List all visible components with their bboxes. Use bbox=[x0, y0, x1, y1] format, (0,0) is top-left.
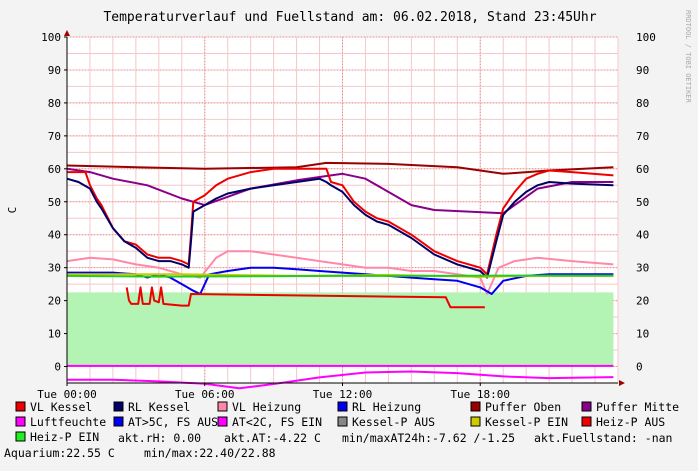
series-line-2 bbox=[66, 167, 614, 215]
legend-label: Kessel-P EIN bbox=[485, 415, 568, 429]
y-tick-label-left: 70 bbox=[48, 130, 61, 143]
legend-label: Luftfeuchte bbox=[30, 415, 106, 429]
watermark: RRDTOOL / TOBI OETIKER bbox=[684, 10, 692, 104]
status-at: akt.AT:-4.22 C bbox=[224, 431, 321, 445]
legend-label: Heiz-P AUS bbox=[596, 415, 665, 429]
y-tick-label-right: 70 bbox=[636, 130, 649, 143]
series-line-9 bbox=[125, 286, 485, 309]
y-tick-label-right: 50 bbox=[636, 196, 649, 209]
legend-swatch bbox=[113, 416, 124, 427]
series-line-3 bbox=[67, 167, 614, 276]
series-line-8 bbox=[66, 274, 614, 278]
status-rh: akt.rH: 0.00 bbox=[118, 431, 201, 445]
legend-label: VL Kessel bbox=[30, 400, 92, 414]
chart-title: Temperaturverlauf und Fuellstand am: 06.… bbox=[103, 10, 596, 25]
y-tick-label-right: 10 bbox=[636, 328, 649, 341]
legend-label: RL Heizung bbox=[352, 400, 421, 414]
legend-swatch bbox=[470, 416, 481, 427]
legend-label: Puffer Oben bbox=[485, 400, 561, 414]
x-axis-arrow bbox=[619, 380, 625, 386]
x-tick-label: Tue 18:00 bbox=[450, 388, 510, 401]
y-tick-label-right: 100 bbox=[636, 31, 656, 44]
series-line-5 bbox=[66, 250, 614, 295]
y-tick-label-left: 60 bbox=[48, 163, 61, 176]
y-tick-label-left: 30 bbox=[48, 262, 61, 275]
legend-swatch bbox=[337, 416, 348, 427]
legend-label: AT>5C, FS AUS bbox=[128, 415, 218, 429]
legend-label: RL Kessel bbox=[128, 400, 190, 414]
series-line-6 bbox=[67, 266, 614, 295]
legend: VL Kessel RL Kessel VL Heizung RL Heizung Pu… bbox=[15, 400, 679, 444]
y-tick-label-left: 100 bbox=[41, 31, 61, 44]
status-fuellstand: akt.Fuellstand: -nan bbox=[534, 431, 672, 445]
x-tick-label: Tue 06:00 bbox=[175, 388, 235, 401]
legend-swatch bbox=[581, 401, 592, 412]
y-tick-label-left: 20 bbox=[48, 295, 61, 308]
legend-swatch bbox=[470, 401, 481, 412]
series-line-4 bbox=[66, 177, 614, 279]
y-tick-label-left: 50 bbox=[48, 196, 61, 209]
x-tick-label: Tue 12:00 bbox=[313, 388, 373, 401]
series-line-11 bbox=[67, 370, 614, 390]
y-tick-label-left: 10 bbox=[48, 328, 61, 341]
y-axis-arrow bbox=[64, 30, 70, 36]
legend-swatch bbox=[15, 401, 26, 412]
y-tick-label-right: 60 bbox=[636, 163, 649, 176]
plot-area: 0 0 10 10 20 20 30 30 40 40 50 50 60 60 70 70 80 80 90 90 10… bbox=[37, 30, 656, 401]
y-tick-label-right: 90 bbox=[636, 64, 649, 77]
legend-swatch bbox=[15, 416, 26, 427]
legend-swatch bbox=[15, 431, 26, 442]
legend-swatch bbox=[217, 416, 228, 427]
legend-swatch bbox=[217, 401, 228, 412]
legend-label: AT<2C, FS EIN bbox=[232, 415, 322, 429]
y-axis-label: C bbox=[6, 207, 19, 214]
y-tick-label-left: 40 bbox=[48, 229, 61, 242]
y-tick-label-left: 80 bbox=[48, 97, 61, 110]
y-tick-label-left: 90 bbox=[48, 64, 61, 77]
status-aquarium-minmax: min/max:22.40/22.88 bbox=[144, 446, 276, 460]
x-tick-label: Tue 00:00 bbox=[37, 388, 97, 401]
status-lines: akt.rH: 0.00 akt.AT:-4.22 C min/maxAT24h… bbox=[4, 431, 672, 460]
series-area-0 bbox=[67, 292, 614, 367]
legend-swatch bbox=[337, 401, 348, 412]
legend-label: VL Heizung bbox=[232, 400, 301, 414]
legend-label: Kessel-P AUS bbox=[352, 415, 435, 429]
y-tick-label-left: 0 bbox=[54, 361, 61, 374]
legend-swatch bbox=[581, 416, 592, 427]
y-tick-label-right: 30 bbox=[636, 262, 649, 275]
y-tick-label-right: 40 bbox=[636, 229, 649, 242]
legend-label: Heiz-P EIN bbox=[30, 430, 99, 444]
series-line-1 bbox=[66, 161, 614, 175]
legend-label: Puffer Mitte bbox=[596, 400, 679, 414]
y-tick-label-right: 20 bbox=[636, 295, 649, 308]
y-tick-label-right: 0 bbox=[636, 361, 643, 374]
status-aquarium: Aquarium:22.55 C bbox=[4, 446, 115, 460]
status-minmax: min/maxAT24h:-7.62 /-1.25 bbox=[342, 431, 515, 445]
y-tick-label-right: 80 bbox=[636, 97, 649, 110]
legend-swatch bbox=[113, 401, 124, 412]
